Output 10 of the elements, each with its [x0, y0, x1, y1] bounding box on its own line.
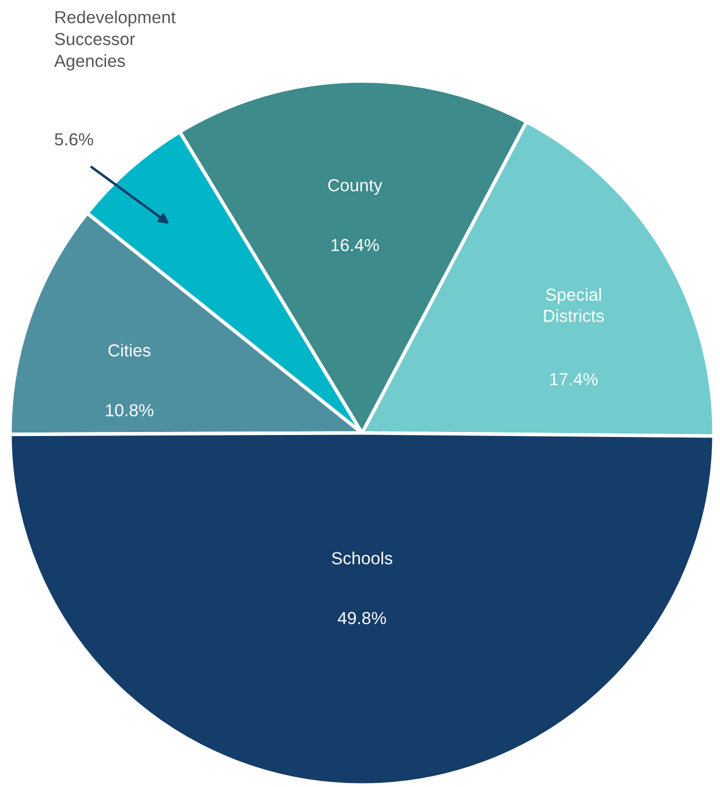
data-label: 16.4%	[332, 238, 379, 252]
slice-label: Redevelopment Successor Agencies	[54, 10, 176, 70]
slice-label: County	[328, 179, 382, 195]
slice-label: Cities	[108, 344, 150, 357]
data-label: 5.6%	[54, 133, 94, 146]
data-label: 17.4%	[550, 373, 598, 386]
slice-label: Special Districts	[544, 288, 604, 322]
data-label: 49.8%	[338, 612, 386, 624]
slice-label: Schools	[332, 552, 392, 564]
data-label: 10.8%	[106, 404, 154, 416]
